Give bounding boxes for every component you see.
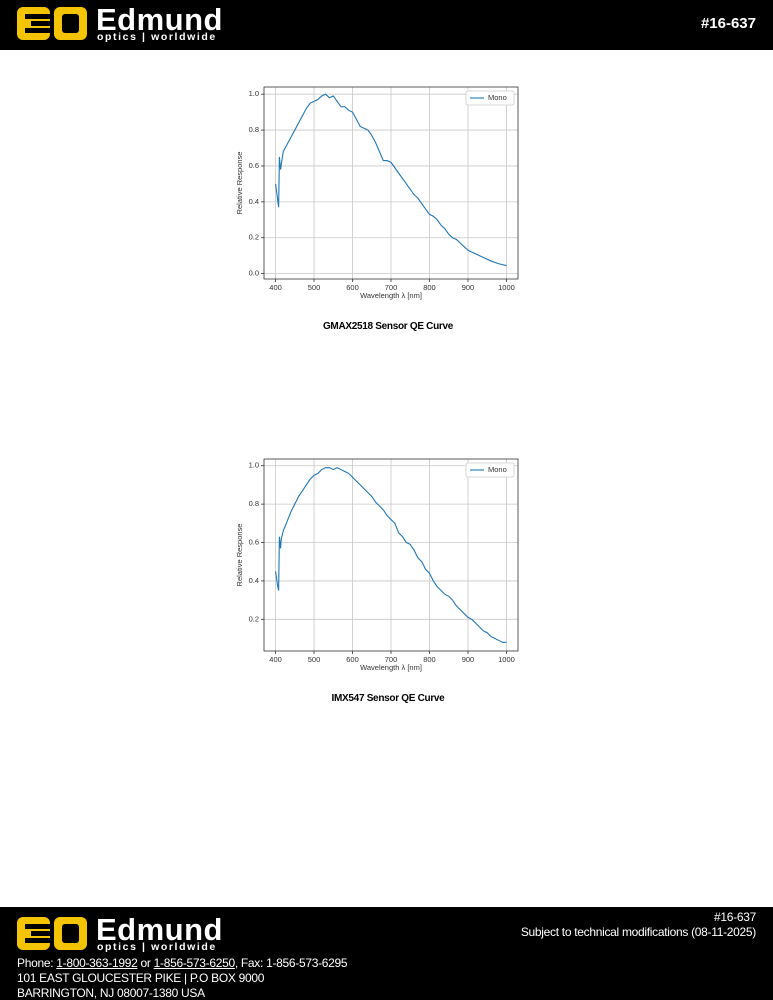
- y-tick-label: 0.4: [249, 197, 259, 206]
- x-tick-label: 400: [269, 655, 282, 664]
- tagline: optics | worldwide: [97, 941, 217, 953]
- x-tick-label: 500: [308, 283, 321, 292]
- x-tick-label: 800: [423, 283, 436, 292]
- legend-label: Mono: [488, 93, 507, 102]
- x-axis-label: Wavelength λ [nm]: [360, 663, 422, 672]
- legend-box: [465, 90, 515, 106]
- y-tick-label: 0.8: [249, 125, 259, 134]
- x-tick-label: 700: [385, 283, 398, 292]
- address: BARRINGTON, NJ 08007-1380 USA: [17, 986, 205, 1000]
- legend-label: Mono: [488, 465, 507, 474]
- x-tick-label: 1000: [498, 283, 515, 292]
- header: Edmund optics | worldwide #16-637: [0, 0, 773, 50]
- y-tick-label: 0.2: [249, 233, 259, 242]
- y-axis-label: Relative Response: [235, 524, 244, 587]
- x-tick-label: 500: [308, 655, 321, 664]
- plot-frame: [263, 86, 519, 280]
- y-tick-label: 0.0: [249, 269, 259, 278]
- legend-box: [465, 462, 515, 478]
- chart: 0.0 0.2 0.4 0.6 0.8 1.0 400 500 600 700 800 900 1000…: [235, 86, 519, 300]
- x-axis-label: Wavelength λ [nm]: [360, 291, 422, 300]
- y-tick-label: 0.8: [249, 499, 259, 508]
- phone-label: Phone:: [17, 956, 57, 970]
- logo: [17, 7, 87, 40]
- y-tick-label: 0.6: [249, 538, 259, 547]
- contact: Phone: 1-800-363-1992 or 1-856-573-6250,…: [17, 956, 348, 970]
- logo: [17, 917, 87, 950]
- footer: Edmund optics | worldwide #16-637 Subjec…: [0, 907, 773, 1000]
- y-tick-label: 1.0: [249, 461, 259, 470]
- y-tick-label: 0.2: [249, 614, 259, 623]
- y-tick-label: 0.4: [249, 576, 259, 585]
- x-tick-label: 600: [346, 283, 359, 292]
- y-axis-label: Relative Response: [235, 152, 244, 215]
- doc-number: #16-637: [700, 15, 756, 32]
- y-tick-label: 1.0: [249, 89, 259, 98]
- x-tick-label: 900: [462, 655, 475, 664]
- data-line: [275, 467, 507, 643]
- caption: GMAX2518 Sensor QE Curve: [322, 321, 454, 332]
- caption: IMX547 Sensor QE Curve: [331, 693, 445, 704]
- data-line: [275, 93, 507, 267]
- text: or: [137, 956, 154, 970]
- doc-number: #16-637: [714, 910, 756, 924]
- brand: Edmund: [96, 2, 223, 37]
- phone[interactable]: 1-856-573-6250: [153, 956, 236, 970]
- fax: , Fax: 1-856-573-6295: [234, 956, 348, 970]
- x-tick-label: 1000: [498, 655, 515, 664]
- x-tick-label: 400: [269, 283, 282, 292]
- notice: Subject to technical modifications (08-1…: [520, 925, 756, 939]
- x-tick-label: 700: [385, 655, 398, 664]
- plot-frame: [263, 458, 519, 652]
- x-tick-label: 600: [346, 655, 359, 664]
- x-tick-label: 800: [423, 655, 436, 664]
- chart: 0.2 0.4 0.6 0.8 1.0 400 500 600 700 800 900 1000 Wav…: [235, 458, 519, 672]
- x-tick-label: 900: [462, 283, 475, 292]
- phone[interactable]: 1-800-363-1992: [56, 956, 138, 970]
- address: 101 EAST GLOUCESTER PIKE | P.O BOX 9000: [17, 971, 265, 985]
- brand: Edmund: [96, 912, 223, 947]
- tagline: optics | worldwide: [97, 31, 217, 43]
- y-tick-label: 0.6: [249, 161, 259, 170]
